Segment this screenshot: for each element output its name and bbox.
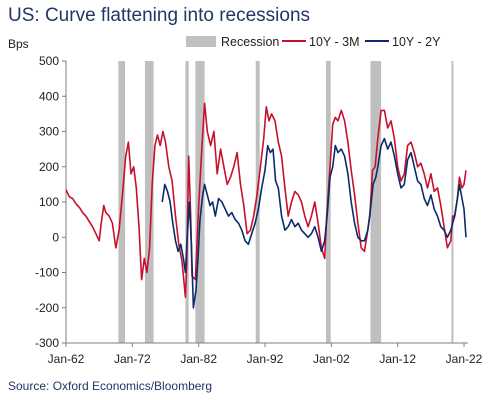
y-tick-label-1: -200 — [35, 301, 59, 315]
legend-label-recession: Recession — [221, 35, 279, 49]
y-tick-label-2: -100 — [35, 266, 59, 280]
y-axis-label: Bps — [8, 37, 29, 51]
legend-label-10y-3m: 10Y - 3M — [309, 35, 360, 49]
x-tick-label-4: Jan-02 — [313, 352, 350, 366]
recession-band-3 — [195, 61, 205, 343]
recession-band-1 — [144, 61, 154, 343]
series-lines — [65, 102, 467, 309]
legend-label-10y-2y: 10Y - 2Y — [392, 35, 441, 49]
y-tick-label-4: 100 — [39, 195, 59, 209]
recession-band-6 — [370, 61, 382, 343]
y-tick-label-0: -300 — [35, 336, 59, 350]
x-tick-label-6: Jan-22 — [446, 352, 483, 366]
y-tick-label-7: 400 — [39, 89, 59, 103]
y-tick-label-3: 0 — [52, 230, 59, 244]
y-tick-label-8: 500 — [39, 54, 59, 68]
recession-band-4 — [255, 61, 260, 343]
y-tick-label-6: 300 — [39, 125, 59, 139]
recession-band-7 — [451, 61, 454, 343]
x-tick-label-0: Jan-62 — [48, 352, 85, 366]
legend: Recession 10Y - 3M 10Y - 2Y — [186, 35, 441, 49]
series-line-10y-2y — [161, 137, 467, 309]
source-note: Source: Oxford Economics/Bloomberg — [8, 379, 213, 393]
x-tick-label-2: Jan-82 — [180, 352, 217, 366]
chart-title: US: Curve flattening into recessions — [8, 5, 311, 26]
x-tick-label-1: Jan-72 — [114, 352, 151, 366]
axes: -300 -200 -100 0 100 200 300 400 500 Jan-62 Jan-72… — [35, 54, 483, 366]
x-tick-label-5: Jan-12 — [379, 352, 416, 366]
series-line-10y-3m — [65, 102, 467, 298]
legend-swatch-recession — [186, 36, 216, 47]
x-tick-label-3: Jan-92 — [247, 352, 284, 366]
y-tick-label-5: 200 — [39, 160, 59, 174]
